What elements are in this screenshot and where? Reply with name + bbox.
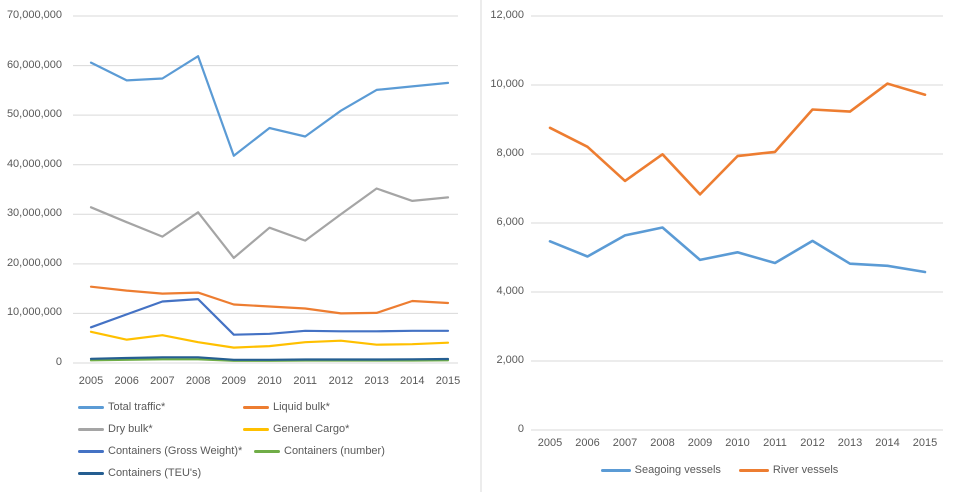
x-tick-label: 2006 [114, 375, 139, 387]
legend-swatch-river-vessels [738, 468, 769, 472]
legend-label: River vessels [772, 464, 839, 476]
legend-label: Containers (number) [284, 445, 385, 457]
x-tick-label: 2011 [293, 375, 318, 387]
y-tick-label: 50,000,000 [6, 108, 62, 121]
y-tick-label: 6,000 [496, 216, 524, 228]
y-tick-label: 2,000 [496, 354, 524, 366]
legend-swatch-containers-teu-s [78, 471, 104, 475]
legend-label: Liquid bulk* [273, 401, 330, 413]
y-tick-label: 8,000 [496, 147, 524, 159]
legend-label: General Cargo* [273, 423, 350, 435]
y-tick-label: 10,000 [490, 78, 524, 90]
x-tick-label: 2013 [837, 437, 863, 449]
series-line-containers-gross-weight [89, 298, 450, 336]
legend-item-river-vessels: River vessels [738, 463, 839, 477]
x-tick-label: 2010 [725, 437, 750, 449]
y-tick-label: 40,000,000 [6, 157, 62, 170]
x-tick-label: 2009 [687, 437, 713, 449]
y-tick-label: 0 [517, 423, 524, 435]
y-tick-label: 60,000,000 [6, 58, 62, 71]
y-tick-label: 30,000,000 [6, 207, 62, 220]
legend-label: Seagoing vessels [634, 464, 721, 476]
legend-swatch-general-cargo [243, 427, 269, 431]
legend-swatch-dry-bulk [78, 427, 104, 431]
x-tick-label: 2005 [537, 437, 563, 449]
legend-label: Total traffic* [108, 401, 166, 413]
cargo-traffic-gridlines [73, 15, 458, 364]
legend-item-seagoing-vessels: Seagoing vessels [600, 463, 721, 477]
legend-item-liquid-bulk: Liquid bulk* [243, 400, 330, 414]
series-line-total-traffic [89, 55, 450, 157]
y-tick-label: 10,000,000 [6, 306, 62, 319]
legend-item-total-traffic: Total traffic* [78, 400, 165, 414]
series-line-containers-teu-s [89, 356, 450, 361]
y-tick-label: 20,000,000 [6, 256, 62, 269]
x-tick-label: 2011 [763, 437, 787, 449]
x-tick-label: 2012 [800, 437, 825, 449]
y-tick-label: 12,000 [490, 9, 524, 21]
legend-swatch-seagoing-vessels [600, 468, 631, 472]
x-tick-label: 2008 [185, 375, 211, 387]
x-tick-label: 2006 [575, 437, 600, 449]
series-line-liquid-bulk [89, 285, 450, 315]
legend-swatch-liquid-bulk [243, 405, 269, 409]
y-tick-label: 4,000 [496, 285, 524, 297]
x-tick-label: 2007 [612, 437, 638, 449]
y-tick-label: 70,000,000 [6, 9, 62, 21]
legend-item-containers-number: Containers (number) [254, 444, 385, 458]
legend-label: Containers (TEU's) [108, 467, 202, 479]
x-tick-label: 2005 [78, 375, 104, 387]
cargo-traffic-series [89, 55, 450, 362]
y-tick-label: 0 [55, 356, 62, 368]
x-tick-label: 2010 [257, 375, 282, 387]
x-tick-label: 2014 [875, 437, 900, 449]
vessels-gridlines [531, 15, 943, 431]
legend-swatch-total-traffic [78, 405, 104, 409]
legend-item-containers-teu-s: Containers (TEU's) [78, 466, 201, 480]
legend-item-containers-gross-weight: Containers (Gross Weight)* [78, 444, 242, 458]
series-line-river-vessels [548, 82, 927, 196]
x-tick-label: 2015 [435, 375, 461, 387]
legend-label: Containers (Gross Weight)* [108, 445, 243, 457]
legend-item-dry-bulk: Dry bulk* [78, 422, 153, 436]
legend-swatch-containers-gross-weight [78, 449, 104, 453]
x-tick-label: 2014 [400, 375, 425, 387]
x-tick-label: 2015 [912, 437, 938, 449]
legend-swatch-containers-number [254, 449, 280, 453]
vessels-series [548, 82, 927, 274]
legend-label: Dry bulk* [108, 423, 153, 435]
x-tick-label: 2009 [221, 375, 247, 387]
series-line-general-cargo [89, 330, 450, 349]
vessels-legend: Seagoing vessels River vessels [481, 463, 958, 477]
legend-item-general-cargo: General Cargo* [243, 422, 349, 436]
x-tick-label: 2007 [150, 375, 175, 387]
x-tick-label: 2013 [364, 375, 389, 387]
series-line-seagoing-vessels [548, 226, 927, 274]
series-line-dry-bulk [89, 187, 450, 259]
x-tick-label: 2012 [328, 375, 354, 387]
x-tick-label: 2008 [650, 437, 675, 449]
